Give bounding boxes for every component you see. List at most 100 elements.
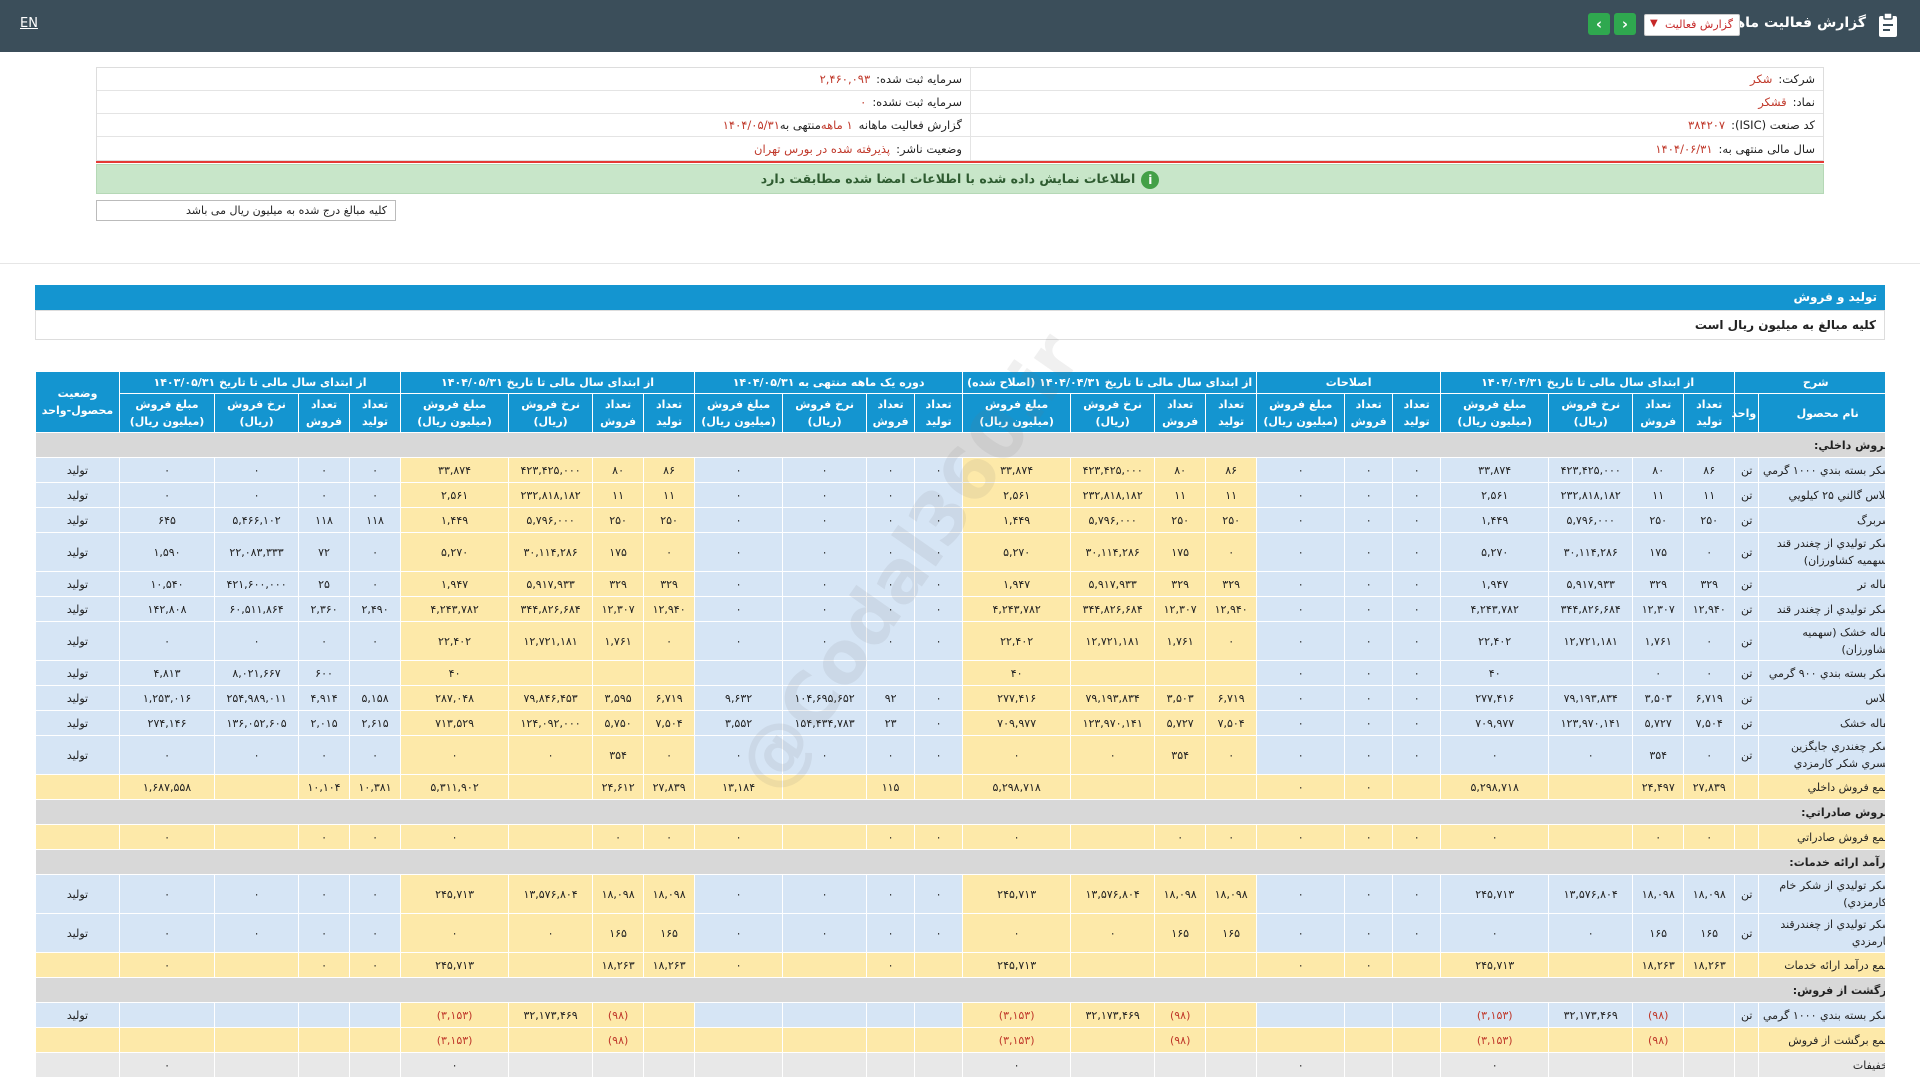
value-cell: ۶۰,۵۱۱,۸۶۴ [214, 596, 300, 622]
col-rate: نرخ فروش (ریال) [782, 393, 868, 433]
value-cell: ۳۲۹ [1154, 571, 1207, 597]
value-cell [1683, 1027, 1736, 1053]
value-cell [643, 660, 696, 686]
unit-cell [1734, 774, 1760, 800]
value-cell: ۰ [1344, 457, 1394, 483]
value-cell: ۰ [214, 457, 300, 483]
status-cell [35, 1052, 120, 1078]
col-sale: تعداد فروش [1344, 393, 1394, 433]
status-cell: توليد [35, 685, 120, 711]
value-cell: ۰ [914, 571, 964, 597]
table-row: شکر چغندري جايگزين کسري شکر کارمزدي تن ۰ ۳۵… [35, 735, 1885, 775]
value-cell: ۲,۶۱۵ [349, 710, 402, 736]
value-cell: ۳,۵۹۵ [592, 685, 645, 711]
value-cell: ۰ [694, 457, 784, 483]
value-cell: ۱۸,۲۶۳ [1632, 952, 1685, 978]
value-cell: ۰ [508, 735, 594, 775]
unit-cell: تن [1734, 660, 1760, 686]
value-cell: ۳۲۹ [1632, 571, 1685, 597]
value-cell [1683, 1002, 1736, 1028]
value-cell: ۰ [694, 507, 784, 533]
value-cell: ۰ [1440, 1052, 1550, 1078]
value-cell: ۰ [914, 457, 964, 483]
value-cell: ۰ [298, 952, 351, 978]
value-cell: ۰ [866, 874, 916, 914]
value-cell: ۱۲,۹۴۰ [643, 596, 696, 622]
value-cell: ۲,۵۶۱ [1440, 482, 1550, 508]
isic-label: کد صنعت (ISIC): [1731, 118, 1815, 132]
value-cell: ۷۲ [298, 532, 351, 572]
value-cell: ۳۰,۱۱۴,۲۸۶ [1070, 532, 1156, 572]
value-cell: ۰ [400, 824, 510, 850]
value-cell [914, 1027, 964, 1053]
table-row: جمع فروش داخلي ۲۷,۸۳۹ ۲۴,۴۹۷ ۵,۲۹۸,۷۱۸ ۰ ۰ ۵,۲… [35, 774, 1885, 800]
value-cell: ۰ [1070, 913, 1156, 953]
value-cell: ۴۰ [1440, 660, 1550, 686]
value-cell: ۲۷۷,۴۱۶ [962, 685, 1072, 711]
value-cell [508, 774, 594, 800]
value-cell [1205, 1027, 1258, 1053]
value-cell: ۰ [1392, 621, 1442, 661]
value-cell: ۲,۵۶۱ [400, 482, 510, 508]
value-cell: ۰ [349, 874, 402, 914]
unit-cell [1734, 952, 1760, 978]
report-type-select[interactable]: گزارش فعالیت ▼ [1644, 14, 1740, 36]
value-cell [914, 1002, 964, 1028]
unit-cell: تن [1734, 596, 1760, 622]
value-cell: ۰ [782, 735, 868, 775]
value-cell: ۸۰ [592, 457, 645, 483]
table-row: شکر بسته بندي ۹۰۰ گرمي تن ۰ ۰ ۴۰ ۰ ۰ ۰ ۴۰ ۴۰ ۶۰۰ ۸,… [35, 660, 1885, 686]
value-cell: ۰ [1256, 621, 1346, 661]
prev-report-button[interactable]: ‹ [1588, 13, 1610, 35]
value-cell: ۱۱ [592, 482, 645, 508]
value-cell: ۰ [118, 874, 216, 914]
value-cell: ۰ [400, 735, 510, 775]
value-cell: ۰ [400, 913, 510, 953]
value-cell: ۲۷۴,۱۴۶ [118, 710, 216, 736]
value-cell: ۰ [962, 913, 1072, 953]
status-cell [35, 824, 120, 850]
value-cell: ۱,۶۸۷,۵۵۸ [118, 774, 216, 800]
value-cell: ۳,۵۰۳ [1154, 685, 1207, 711]
value-cell: ۲۵۰ [1205, 507, 1258, 533]
value-cell: ۰ [1205, 621, 1258, 661]
value-cell: ۱۲۳,۹۷۰,۱۴۱ [1070, 710, 1156, 736]
value-cell: ۰ [118, 913, 216, 953]
unit-cell [1734, 1052, 1760, 1078]
value-cell: ۱۲,۹۴۰ [1683, 596, 1736, 622]
value-cell: ۷۱۳,۵۲۹ [400, 710, 510, 736]
symbol-value[interactable]: قشکر [1758, 95, 1787, 109]
value-cell: ۰ [782, 482, 868, 508]
status-cell: توليد [35, 532, 120, 572]
value-cell: ۷۰۹,۹۷۷ [1440, 710, 1550, 736]
value-cell: ۰ [962, 824, 1072, 850]
value-cell: ۰ [298, 824, 351, 850]
value-cell: ۰ [1392, 532, 1442, 572]
language-link[interactable]: EN [20, 16, 38, 31]
value-cell: ۰ [694, 596, 784, 622]
value-cell: ۰ [914, 507, 964, 533]
value-cell: ۱۲,۷۲۱,۱۸۱ [1548, 621, 1634, 661]
value-cell: ۰ [1344, 596, 1394, 622]
value-cell: ۰ [914, 710, 964, 736]
next-report-button[interactable]: › [1614, 13, 1636, 35]
value-cell: ۰ [1344, 507, 1394, 533]
value-cell: ۱۶۵ [592, 913, 645, 953]
value-cell: ۰ [349, 571, 402, 597]
value-cell: ۰ [298, 457, 351, 483]
col-sale: تعداد فروش [298, 393, 351, 433]
value-cell [866, 660, 916, 686]
value-cell [1154, 774, 1207, 800]
value-cell: (۳,۱۵۳) [962, 1027, 1072, 1053]
category-label: برگشت از فروش: [35, 977, 1885, 1003]
company-value[interactable]: شکر [1750, 72, 1773, 86]
value-cell: ۰ [782, 532, 868, 572]
table-category-row: برگشت از فروش: [35, 977, 1885, 1003]
value-cell: ۰ [1344, 710, 1394, 736]
col-group-4: دوره یک ماهه منتهی به ۱۴۰۴/۰۵/۳۱ [694, 371, 964, 394]
value-cell: ۳۲,۱۷۳,۴۶۹ [508, 1002, 594, 1028]
table-row: شکر توليدي از چغندر قند تن ۱۲,۹۴۰ ۱۲,۳۰۷ ۳۴۴… [35, 596, 1885, 622]
col-rate: نرخ فروش (ریال) [214, 393, 300, 433]
value-cell: ۰ [694, 735, 784, 775]
col-sale: تعداد فروش [1154, 393, 1207, 433]
